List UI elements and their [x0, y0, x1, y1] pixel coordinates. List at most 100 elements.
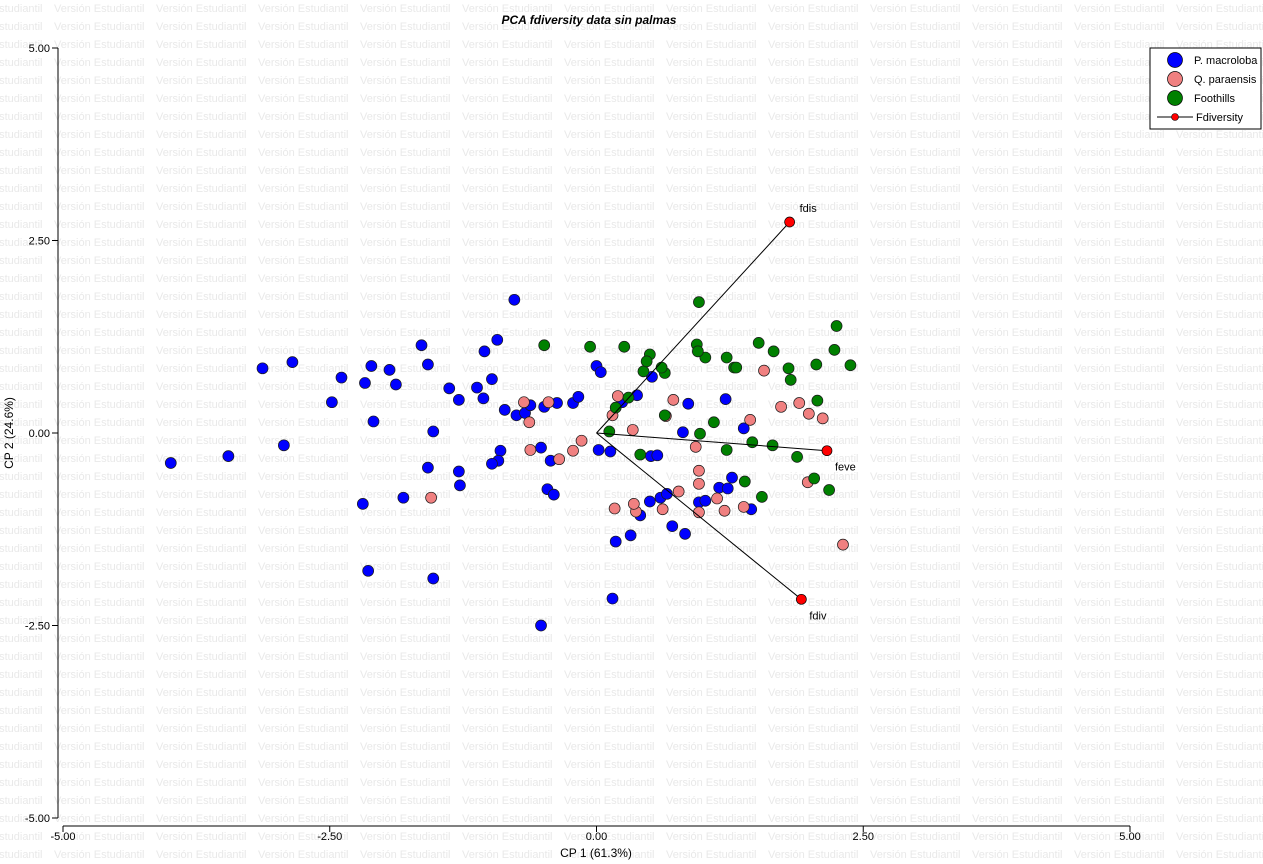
- watermark-text: Versión Estudiantil: [1176, 705, 1263, 717]
- watermark-text: Versión Estudiantil: [156, 831, 247, 843]
- y-tick-label: -5.00: [25, 813, 50, 825]
- watermark-text: Versión Estudiantil: [972, 75, 1063, 87]
- watermark-text: Versión Estudiantil: [462, 579, 553, 591]
- watermark-text: Versión Estudiantil: [870, 363, 961, 375]
- watermark-text: Versión Estudiantil: [768, 183, 859, 195]
- watermark-text: Versión Estudiantil: [360, 381, 451, 393]
- watermark-text: Versión Estudiantil: [870, 93, 961, 105]
- watermark-text: Versión Estudiantil: [156, 219, 247, 231]
- watermark-text: Versión Estudiantil: [156, 327, 247, 339]
- watermark-text: Versión Estudiantil: [870, 219, 961, 231]
- watermark-text: Versión Estudiantil: [564, 669, 655, 681]
- watermark-text: Versión Estudiantil: [972, 651, 1063, 663]
- watermark-text: Versión Estudiantil: [54, 543, 145, 555]
- watermark-text: Versión Estudiantil: [0, 453, 43, 465]
- point-q-paraensis: [758, 364, 770, 377]
- point-p-macroloba: [666, 520, 679, 533]
- point-foothills: [784, 374, 797, 386]
- watermark-text: Versión Estudiantil: [1074, 759, 1165, 771]
- watermark-text: Versión Estudiantil: [1074, 345, 1165, 357]
- watermark-text: Versión Estudiantil: [462, 633, 553, 645]
- watermark-text: Versión Estudiantil: [972, 669, 1063, 681]
- watermark-text: Versión Estudiantil: [54, 651, 145, 663]
- watermark-text: Versión Estudiantil: [156, 795, 247, 807]
- watermark-text: Versión Estudiantil: [462, 39, 553, 51]
- watermark-text: Versión Estudiantil: [54, 777, 145, 789]
- watermark-text: Versión Estudiantil: [0, 543, 43, 555]
- watermark-row: Versión Estudiantil Versión Estudiantil Ve…: [0, 324, 1263, 342]
- watermark-text: Versión Estudiantil: [1074, 453, 1165, 465]
- watermark-text: Versión Estudiantil: [54, 615, 145, 627]
- watermark-text: Versión Estudiantil: [564, 579, 655, 591]
- point-foothills: [810, 358, 823, 371]
- watermark-text: Versión Estudiantil: [666, 615, 757, 627]
- watermark-text: Versión Estudiantil: [666, 327, 757, 339]
- watermark-text: Versión Estudiantil: [360, 273, 451, 285]
- watermark-text: Versión Estudiantil: [156, 669, 247, 681]
- loading-vectors: fdis feve fdiv: [596, 203, 856, 622]
- watermark-text: Versión Estudiantil: [0, 435, 43, 447]
- watermark-text: Versión Estudiantil: [870, 453, 961, 465]
- watermark-text: Versión Estudiantil: [1176, 669, 1263, 681]
- watermark-text: Versión Estudiantil: [564, 39, 655, 51]
- watermark-text: Versión Estudiantil: [768, 723, 859, 735]
- watermark-text: Versión Estudiantil: [972, 453, 1063, 465]
- watermark-text: Versión Estudiantil: [156, 579, 247, 591]
- watermark-text: Versión Estudiantil: [870, 111, 961, 123]
- point-q-paraensis: [524, 444, 537, 456]
- watermark-text: Versión Estudiantil: [972, 57, 1063, 69]
- watermark-text: Versión Estudiantil: [768, 93, 859, 105]
- watermark-text: Versión Estudiantil: [564, 57, 655, 69]
- watermark-row: Versión Estudiantil Versión Estudiantil Ve…: [0, 540, 1263, 558]
- watermark-text: Versión Estudiantil: [972, 615, 1063, 627]
- watermark-row: Versión Estudiantil Versión Estudiantil Ve…: [0, 594, 1263, 612]
- watermark-row: Versión Estudiantil Versión Estudiantil Ve…: [0, 360, 1263, 378]
- watermark-text: Versión Estudiantil: [360, 201, 451, 213]
- watermark-text: Versión Estudiantil: [1074, 687, 1165, 699]
- watermark-text: Versión Estudiantil: [360, 219, 451, 231]
- watermark-text: Versión Estudiantil: [360, 435, 451, 447]
- watermark-text: Versión Estudiantil: [870, 417, 961, 429]
- point-p-macroloba: [427, 425, 440, 438]
- watermark-text: Versión Estudiantil: [0, 93, 43, 105]
- watermark-text: Versión Estudiantil: [972, 741, 1063, 753]
- point-q-paraensis: [627, 497, 640, 510]
- watermark-text: Versión Estudiantil: [462, 795, 553, 807]
- watermark-text: Versión Estudiantil: [258, 471, 349, 483]
- watermark-text: Versión Estudiantil: [156, 129, 247, 141]
- watermark-text: Versión Estudiantil: [972, 417, 1063, 429]
- point-foothills: [693, 296, 705, 308]
- watermark-text: Versión Estudiantil: [360, 507, 451, 519]
- vector-endpoint-fdis: [784, 216, 795, 228]
- watermark-text: Versión Estudiantil: [1074, 615, 1165, 627]
- watermark-text: Versión Estudiantil: [768, 561, 859, 573]
- watermark-text: Versión Estudiantil: [666, 21, 757, 33]
- point-p-macroloba: [486, 457, 498, 470]
- watermark-text: Versión Estudiantil: [972, 687, 1063, 699]
- watermark-text: Versión Estudiantil: [666, 147, 757, 159]
- watermark-text: Versión Estudiantil: [156, 417, 247, 429]
- watermark-text: Versión Estudiantil: [0, 669, 43, 681]
- point-foothills: [752, 337, 765, 349]
- point-p-macroloba: [478, 345, 491, 358]
- watermark-text: Versión Estudiantil: [54, 291, 145, 303]
- vector-line-fdiv: [596, 432, 802, 600]
- watermark-text: Versión Estudiantil: [360, 813, 451, 825]
- watermark-text: Versión Estudiantil: [972, 21, 1063, 33]
- watermark-text: Versión Estudiantil: [156, 291, 247, 303]
- watermark-text: Versión Estudiantil: [258, 309, 349, 321]
- watermark-text: Versión Estudiantil: [768, 579, 859, 591]
- watermark-text: Versión Estudiantil: [1074, 561, 1165, 573]
- point-foothills: [603, 425, 616, 438]
- watermark-row: Versión Estudiantil Versión Estudiantil Ve…: [0, 684, 1263, 702]
- x-tick-label: 0.00: [586, 831, 607, 843]
- y-tick-label: 0.00: [29, 428, 50, 440]
- watermark-text: Versión Estudiantil: [666, 255, 757, 267]
- watermark-text: Versión Estudiantil: [564, 651, 655, 663]
- watermark-text: Versión Estudiantil: [768, 129, 859, 141]
- watermark-text: Versión Estudiantil: [870, 39, 961, 51]
- watermark-text: Versión Estudiantil: [666, 129, 757, 141]
- watermark-text: Versión Estudiantil: [870, 795, 961, 807]
- watermark-text: Versión Estudiantil: [156, 363, 247, 375]
- watermark-text: Versión Estudiantil: [1074, 201, 1165, 213]
